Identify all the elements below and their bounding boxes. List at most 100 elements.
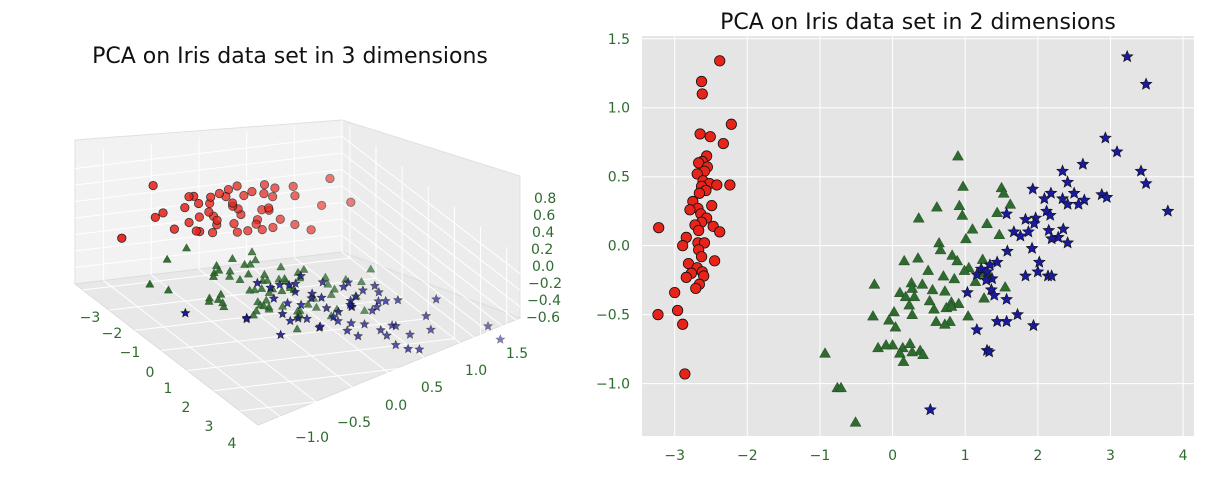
y-tick-label: −0.5 [596,308,630,324]
data-point-3d-series-0 [239,190,249,201]
data-point-3d-series-2 [343,277,354,287]
pane-gridline [108,277,377,311]
data-point-3d-series-2 [284,279,295,290]
data-point-series-1 [939,285,951,296]
data-point-3d-series-1 [218,298,228,307]
data-point-series-2 [1134,164,1148,177]
data-point-3d-series-1 [261,295,271,304]
data-point-3d-series-2 [359,318,370,329]
data-point-3d-series-0 [150,212,160,223]
data-point-3d-series-1 [360,305,369,314]
data-point-series-2 [1026,182,1040,195]
data-point-series-2 [1056,164,1069,177]
data-point-series-0 [694,128,706,140]
pane-gridline [246,263,430,405]
data-point-3d-series-2 [307,288,318,298]
data-point-3d-series-2 [380,295,391,306]
data-point-3d-series-2 [353,330,364,341]
data-point-3d-series-2 [338,281,349,292]
pane-gridline [341,202,526,344]
data-point-series-1 [934,243,947,255]
points-2d [652,49,1175,427]
data-point-3d-series-2 [317,276,328,287]
data-point-3d-series-0 [268,222,278,233]
data-point-3d-series-1 [257,284,267,292]
data-point-3d-series-1 [323,279,333,288]
data-point-series-1 [956,209,969,220]
data-point-series-1 [912,252,924,263]
data-point-3d-series-0 [227,198,238,208]
x-tick-label: −1 [810,448,831,464]
data-point-3d-series-2 [293,313,304,323]
data-point-3d-series-0 [207,228,218,238]
data-point-3d-series-1 [145,279,155,288]
data-point-series-1 [880,339,892,350]
data-point-3d-series-0 [212,215,222,225]
data-point-3d-series-2 [295,270,306,281]
data-point-3d-series-0 [169,224,179,234]
pane-gridline [213,358,481,392]
x3d-tick-label: 0 [146,365,155,381]
y3d-tick-label: −1.0 [295,430,329,446]
data-point-3d-series-1 [163,285,173,294]
data-point-3d-series-0 [180,202,190,213]
data-point-3d-series-2 [268,293,279,303]
data-point-3d-series-1 [245,285,255,294]
data-point-3d-series-2 [282,297,293,308]
pane-gridline [150,274,335,417]
y-tick-label: 0.0 [608,239,630,255]
data-point-series-1 [872,341,884,353]
data-point-3d-series-0 [232,227,242,237]
data-point-series-2 [1044,186,1058,199]
data-point-series-1 [991,206,1004,217]
data-point-3d-series-0 [229,218,239,229]
data-point-series-2 [960,285,974,299]
data-point-series-0 [696,88,708,100]
data-point-3d-series-2 [316,292,327,302]
data-point-series-2 [1019,269,1032,282]
z3d-tick-label: 0.8 [534,191,556,207]
data-point-series-0 [709,255,721,267]
pane-gridline [198,268,383,411]
y3d-tick-label: 0.5 [421,380,443,396]
gridlines [642,36,1194,436]
data-point-3d-series-0 [194,198,204,209]
data-point-3d-series-1 [208,271,218,280]
data-point-3d-series-2 [373,286,384,297]
data-point-series-1 [835,381,847,393]
data-point-3d-series-1 [303,299,313,308]
pane-gridline [341,251,526,394]
data-point-series-0 [706,200,718,212]
pane-gridline [239,378,507,412]
data-point-series-0 [653,222,665,234]
data-point-series-0 [652,309,664,321]
data-point-series-1 [899,290,912,302]
data-point-3d-series-2 [328,311,339,322]
data-point-series-2 [1161,204,1175,217]
data-point-series-0 [677,240,689,252]
data-point-3d-series-2 [241,313,252,324]
data-point-3d-series-2 [275,329,286,340]
data-point-series-2 [1037,191,1051,205]
data-point-3d-series-1 [216,289,226,298]
data-point-series-0 [724,179,736,191]
data-point-3d-series-0 [117,233,127,243]
data-point-series-2 [979,273,993,286]
data-point-3d-series-2 [265,282,276,292]
data-point-series-1 [966,223,979,234]
data-point-3d-series-0 [243,226,253,236]
data-point-series-0 [679,368,691,380]
y3d-tick-label: 1.5 [506,346,528,362]
data-point-series-1 [945,300,958,311]
data-point-series-1 [958,264,971,275]
data-point-3d-series-1 [245,259,255,268]
data-point-3d-series-2 [350,291,361,301]
data-point-series-0 [693,224,705,237]
y-tick-label: 0.5 [608,170,630,186]
data-point-3d-series-0 [290,191,300,201]
x3d-tick-label: 4 [228,436,237,452]
data-point-3d-series-2 [375,324,386,335]
y3d-tick-label: −0.5 [337,415,371,431]
data-point-3d-series-1 [259,269,269,278]
y-axis-ticks: 1.5 1.0 0.5 0.0 −0.5 −1.0 [596,32,630,393]
